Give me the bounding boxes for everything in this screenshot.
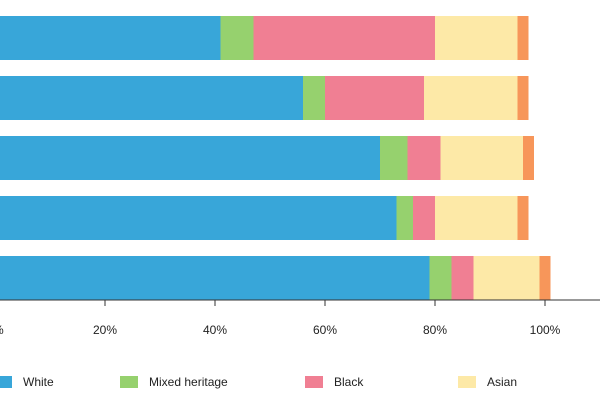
bar-segment <box>517 196 529 240</box>
bar-segment <box>0 16 221 60</box>
x-tick-label: 80% <box>423 323 447 337</box>
bar-segment <box>325 76 424 120</box>
bar-segment <box>303 76 325 120</box>
x-tick-label: 20% <box>93 323 117 337</box>
bar-segment <box>435 196 518 240</box>
bar-segment <box>413 196 435 240</box>
bar-segment <box>473 256 540 300</box>
legend-swatch <box>0 376 12 388</box>
bar-segment <box>451 256 474 300</box>
x-tick-label: 40% <box>203 323 227 337</box>
bar-segment <box>220 16 254 60</box>
bar-segment <box>523 136 534 180</box>
bar-segment <box>424 76 518 120</box>
legend-label: Asian <box>487 375 517 389</box>
bar-segment <box>539 256 551 300</box>
legend-label: Black <box>334 375 364 389</box>
bar-segment <box>517 16 529 60</box>
bar-segment <box>380 136 408 180</box>
legend-swatch <box>458 376 476 388</box>
x-tick-label: 0% <box>0 323 4 337</box>
bar-segment <box>396 196 413 240</box>
bar-segment <box>253 16 435 60</box>
bar-segment <box>0 76 303 120</box>
x-tick-label: 60% <box>313 323 337 337</box>
bar-segment <box>435 16 518 60</box>
legend-swatch <box>305 376 323 388</box>
bar-segment <box>0 256 430 300</box>
x-tick-label: 100% <box>530 323 561 337</box>
bar-segment <box>517 76 529 120</box>
legend-label: Mixed heritage <box>149 375 228 389</box>
bar-segment <box>440 136 523 180</box>
legend-label: White <box>23 375 54 389</box>
bar-segment <box>0 196 397 240</box>
bar-segment <box>407 136 441 180</box>
bar-segment <box>0 136 380 180</box>
legend-swatch <box>120 376 138 388</box>
bar-segment <box>429 256 452 300</box>
